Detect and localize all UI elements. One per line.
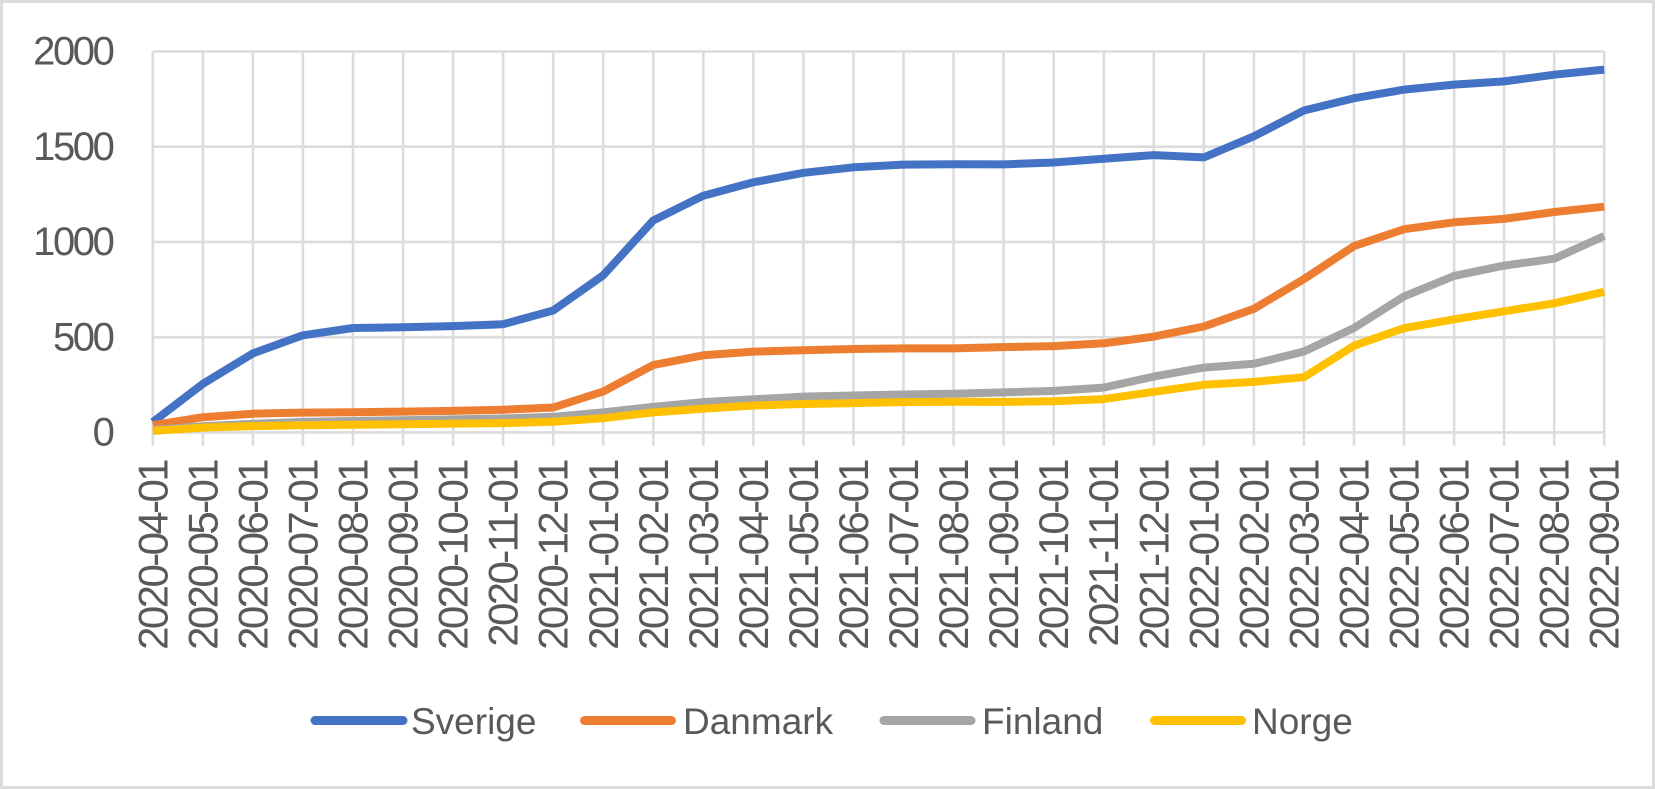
svg-text:2022-03-01: 2022-03-01 [1280, 460, 1327, 650]
svg-text:Sverige: Sverige [411, 701, 536, 742]
svg-text:2021-09-01: 2021-09-01 [980, 460, 1027, 650]
svg-text:Finland: Finland [982, 701, 1103, 742]
svg-text:2021-08-01: 2021-08-01 [930, 460, 977, 650]
svg-text:1000: 1000 [33, 220, 114, 264]
svg-text:2020-08-01: 2020-08-01 [330, 460, 377, 650]
svg-text:2020-11-01: 2020-11-01 [480, 460, 527, 647]
svg-text:2022-01-01: 2022-01-01 [1180, 460, 1227, 650]
svg-text:2021-04-01: 2021-04-01 [730, 460, 777, 650]
svg-text:2022-02-01: 2022-02-01 [1230, 460, 1277, 650]
svg-text:2020-06-01: 2020-06-01 [229, 460, 276, 650]
svg-text:2020-05-01: 2020-05-01 [179, 460, 226, 650]
svg-text:2022-05-01: 2022-05-01 [1381, 460, 1428, 650]
svg-text:Danmark: Danmark [683, 701, 834, 742]
svg-text:2020-09-01: 2020-09-01 [380, 460, 427, 650]
svg-text:2021-12-01: 2021-12-01 [1130, 460, 1177, 650]
svg-text:2020-04-01: 2020-04-01 [129, 460, 176, 650]
svg-text:2021-06-01: 2021-06-01 [830, 460, 877, 650]
svg-text:2022-04-01: 2022-04-01 [1331, 460, 1378, 650]
svg-text:2020-10-01: 2020-10-01 [430, 460, 477, 650]
svg-text:2021-05-01: 2021-05-01 [780, 460, 827, 650]
svg-text:Norge: Norge [1252, 701, 1353, 742]
svg-text:2021-11-01: 2021-11-01 [1080, 460, 1127, 647]
svg-text:2021-07-01: 2021-07-01 [880, 460, 927, 650]
svg-text:2022-07-01: 2022-07-01 [1481, 460, 1528, 650]
svg-text:500: 500 [53, 315, 114, 359]
svg-text:0: 0 [93, 411, 114, 455]
svg-text:1500: 1500 [33, 125, 114, 169]
svg-text:2021-10-01: 2021-10-01 [1030, 460, 1077, 650]
svg-text:2021-02-01: 2021-02-01 [630, 460, 677, 650]
svg-text:2022-09-01: 2022-09-01 [1581, 460, 1628, 650]
svg-text:2021-01-01: 2021-01-01 [580, 460, 627, 650]
svg-text:2022-08-01: 2022-08-01 [1531, 460, 1578, 650]
svg-text:2020-07-01: 2020-07-01 [279, 460, 326, 650]
svg-text:2021-03-01: 2021-03-01 [680, 460, 727, 650]
svg-text:2022-06-01: 2022-06-01 [1431, 460, 1478, 650]
svg-text:2000: 2000 [33, 30, 114, 74]
svg-text:2020-12-01: 2020-12-01 [530, 460, 577, 650]
